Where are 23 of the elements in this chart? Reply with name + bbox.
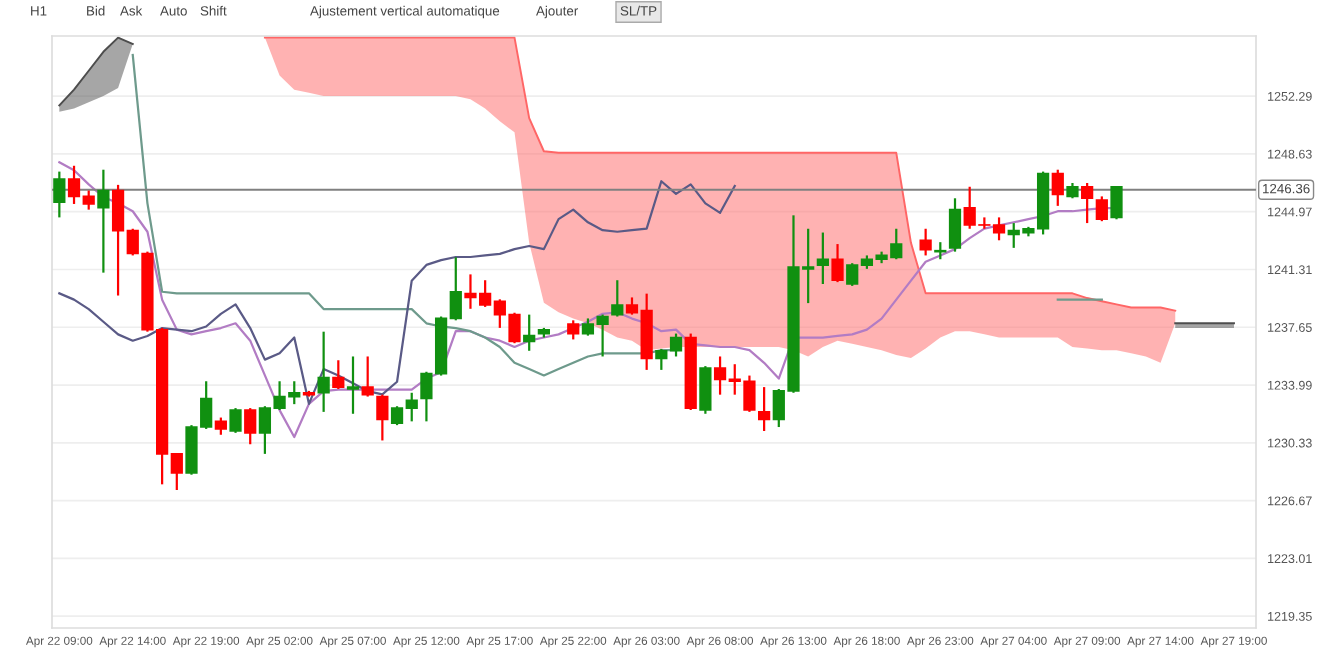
candlestick <box>816 231 829 286</box>
candlestick <box>831 242 844 284</box>
candlestick <box>948 197 962 253</box>
candlestick <box>317 330 330 413</box>
candlestick <box>758 385 771 433</box>
candlestick <box>919 227 932 257</box>
candlestick <box>97 168 110 274</box>
candlestick <box>1095 195 1108 223</box>
candlestick <box>1081 181 1094 225</box>
candlestick <box>699 364 712 415</box>
candlestick <box>1051 168 1064 207</box>
candlestick <box>361 355 374 398</box>
candlestick <box>567 319 580 341</box>
candlestick <box>376 393 389 442</box>
candlestick <box>332 359 345 391</box>
candlestick <box>523 313 536 352</box>
line-series <box>263 36 1177 312</box>
candlestick <box>1110 185 1123 221</box>
candlestick <box>229 406 242 434</box>
candlestick <box>346 355 360 415</box>
candlestick <box>244 406 257 446</box>
candlestick <box>611 279 624 318</box>
candlestick <box>53 170 66 219</box>
